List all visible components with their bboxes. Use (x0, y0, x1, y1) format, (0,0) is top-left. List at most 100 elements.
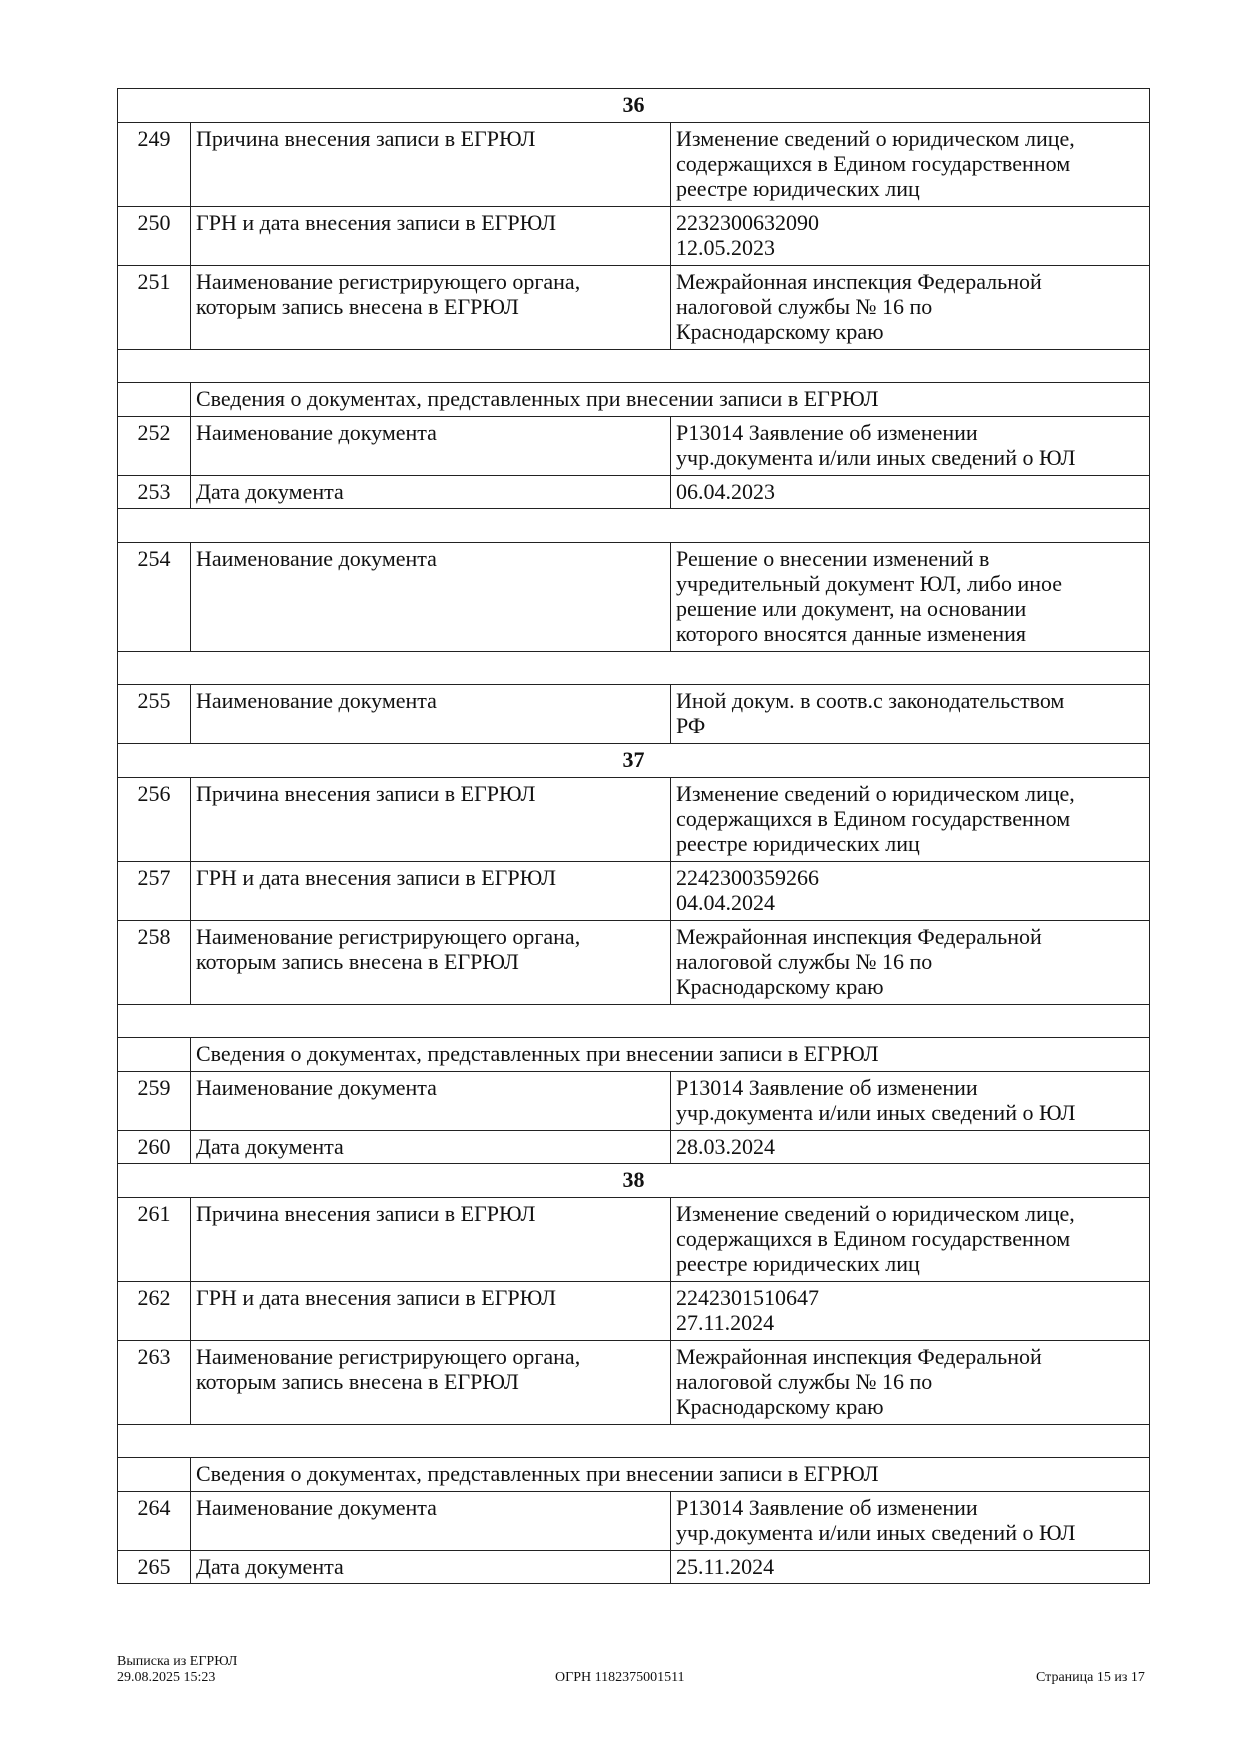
field-label: Наименование регистрирующего органа, кот… (190, 264, 671, 350)
section-number: 36 (117, 88, 1150, 123)
table-row: 254 Наименование документа Решение о внесе… (117, 541, 1150, 652)
value-line: Р13014 Заявление об изменении (676, 419, 978, 445)
value-line: Краснодарскому краю (676, 973, 884, 999)
field-value: Изменение сведений о юридическом лице, со… (670, 776, 1150, 862)
field-label: Причина внесения записи в ЕГРЮЛ (190, 776, 671, 862)
field-value: Межрайонная инспекция Федеральной налогов… (670, 264, 1150, 350)
field-value: Межрайонная инспекция Федеральной налогов… (670, 919, 1150, 1005)
subheader-label: Сведения о документах, представленных пр… (190, 1037, 1150, 1072)
value-line: 12.05.2023 (676, 234, 775, 260)
subheader-row: Сведения о документах, представленных пр… (117, 1457, 1150, 1492)
value-line: учредительный документ ЮЛ, либо иное (676, 570, 1063, 596)
field-value: Р13014 Заявление об изменении учр.докумен… (670, 415, 1150, 476)
table-row: 250 ГРН и дата внесения записи в ЕГРЮЛ 223… (117, 205, 1150, 266)
table-row: 251 Наименование регистрирующего органа, … (117, 264, 1150, 350)
value-line: Межрайонная инспекция Федеральной (676, 268, 1042, 294)
table-row: 259 Наименование документа Р13014 Заявлени… (117, 1070, 1150, 1131)
field-value: Изменение сведений о юридическом лице, со… (670, 1196, 1150, 1282)
field-label: Наименование документа (190, 415, 671, 476)
row-number: 256 (117, 776, 191, 862)
field-value: 2242300359266 04.04.2024 (670, 860, 1150, 921)
field-value: Межрайонная инспекция Федеральной налогов… (670, 1339, 1150, 1425)
value-line: Межрайонная инспекция Федеральной (676, 923, 1042, 949)
value-line: учр.документа и/или иных сведений о ЮЛ (676, 1519, 1076, 1545)
empty-cell (117, 1423, 1150, 1458)
field-label: Наименование регистрирующего органа, кот… (190, 1339, 671, 1425)
field-value: Изменение сведений о юридическом лице, со… (670, 121, 1150, 207)
field-label: Наименование документа (190, 1490, 671, 1551)
field-value: 25.11.2024 (670, 1549, 1150, 1584)
empty-cell (117, 348, 1150, 383)
row-number: 265 (117, 1549, 191, 1584)
blank-row (117, 1423, 1150, 1458)
empty-cell (117, 1037, 191, 1072)
table-row: 265 Дата документа 25.11.2024 (117, 1549, 1150, 1584)
value-line: реестре юридических лиц (676, 175, 920, 201)
value-line: содержащихся в Едином государственном (676, 1225, 1071, 1251)
empty-cell (117, 650, 1150, 685)
value-line: 2242301510647 (676, 1284, 819, 1310)
value-line: Р13014 Заявление об изменении (676, 1494, 978, 1520)
table-row: 263 Наименование регистрирующего органа, … (117, 1339, 1150, 1425)
value-line: Изменение сведений о юридическом лице, (676, 780, 1075, 806)
value-line: РФ (676, 713, 706, 738)
value-line: налоговой службы № 16 по (676, 293, 933, 319)
subheader-row: Сведения о документах, представленных пр… (117, 382, 1150, 417)
table-row: 249 Причина внесения записи в ЕГРЮЛ Измене… (117, 121, 1150, 207)
value-line: 2232300632090 (676, 209, 819, 235)
field-label: Причина внесения записи в ЕГРЮЛ (190, 1196, 671, 1282)
field-label: Наименование документа (190, 541, 671, 652)
value-line: налоговой службы № 16 по (676, 1368, 933, 1394)
value-line: Иной докум. в соотв.с законодательством (676, 688, 1065, 713)
blank-row (117, 1003, 1150, 1038)
field-label: Дата документа (190, 474, 671, 509)
field-label: Наименование документа (190, 684, 671, 744)
value-line: содержащихся в Едином государственном (676, 805, 1071, 831)
field-value: Р13014 Заявление об изменении учр.докумен… (670, 1070, 1150, 1131)
table-row: 258 Наименование регистрирующего органа, … (117, 919, 1150, 1005)
row-number: 262 (117, 1280, 191, 1341)
row-number: 258 (117, 919, 191, 1005)
row-number: 261 (117, 1196, 191, 1282)
field-label: ГРН и дата внесения записи в ЕГРЮЛ (190, 860, 671, 921)
footer-datetime: 29.08.2025 15:23 (117, 1670, 216, 1685)
value-line: 27.11.2024 (676, 1309, 775, 1335)
empty-cell (117, 382, 191, 417)
table-row: 262 ГРН и дата внесения записи в ЕГРЮЛ 224… (117, 1280, 1150, 1341)
field-value: Решение о внесении изменений в учредитель… (670, 541, 1150, 652)
empty-cell (117, 508, 1150, 543)
blank-row (117, 650, 1150, 685)
row-number: 253 (117, 474, 191, 509)
field-label: Наименование документа (190, 1070, 671, 1131)
value-line: Краснодарскому краю (676, 1393, 884, 1419)
value-line: содержащихся в Едином государственном (676, 150, 1071, 176)
value-line: реестре юридических лиц (676, 1250, 920, 1276)
row-number: 260 (117, 1129, 191, 1164)
value-line: 28.03.2024 (676, 1133, 775, 1159)
field-label: Дата документа (190, 1549, 671, 1584)
value-line: 04.04.2024 (676, 889, 775, 915)
field-value: 2242301510647 27.11.2024 (670, 1280, 1150, 1341)
row-number: 254 (117, 541, 191, 652)
field-label: Наименование регистрирующего органа, кот… (190, 919, 671, 1005)
field-value: Р13014 Заявление об изменении учр.докумен… (670, 1490, 1150, 1551)
value-line: 06.04.2023 (676, 478, 775, 504)
table-row: 256 Причина внесения записи в ЕГРЮЛ Измене… (117, 776, 1150, 862)
subheader-row: Сведения о документах, представленных пр… (117, 1037, 1150, 1072)
row-number: 255 (117, 684, 191, 744)
value-line: Решение о внесении изменений в (676, 545, 990, 571)
value-line: Краснодарскому краю (676, 318, 884, 344)
field-value: 2232300632090 12.05.2023 (670, 205, 1150, 266)
field-value: 06.04.2023 (670, 474, 1150, 509)
table-row: 252 Наименование документа Р13014 Заявлени… (117, 415, 1150, 476)
value-line: решение или документ, на основании (676, 595, 1027, 621)
empty-cell (117, 1457, 191, 1492)
value-line: Межрайонная инспекция Федеральной (676, 1343, 1042, 1369)
field-label: Дата документа (190, 1129, 671, 1164)
value-line: Р13014 Заявление об изменении (676, 1074, 978, 1100)
value-line: Изменение сведений о юридическом лице, (676, 125, 1075, 151)
value-line: учр.документа и/или иных сведений о ЮЛ (676, 444, 1076, 470)
value-line: налоговой службы № 16 по (676, 948, 933, 974)
row-number: 250 (117, 205, 191, 266)
section-number: 37 (117, 743, 1150, 778)
